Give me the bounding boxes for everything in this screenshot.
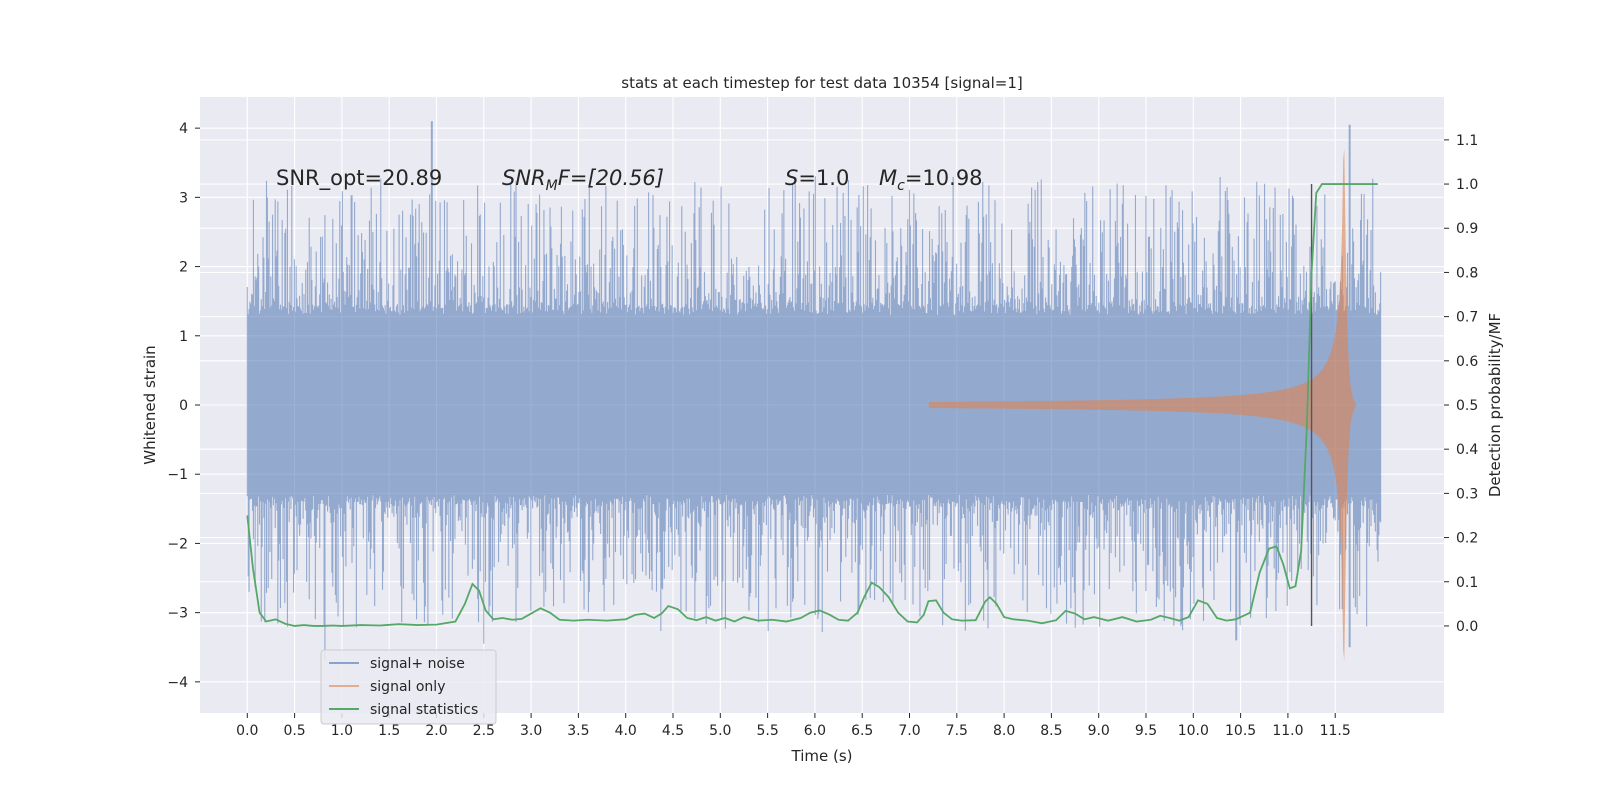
y-tick-label: 4 [179, 121, 188, 137]
y-tick-label: 0 [179, 398, 188, 414]
x-tick-label: 2.0 [425, 723, 447, 739]
y2-tick-label: 0.5 [1456, 398, 1478, 414]
legend: signal+ noise signal only signal statist… [320, 649, 497, 725]
y-tick-label: −1 [167, 467, 188, 483]
annotation-mc-sub: c [897, 178, 905, 194]
y2-tick-label: 0.2 [1456, 531, 1478, 547]
annotation-snr-mf: SNRMF=[20.56] [502, 166, 664, 194]
y2-tick-label: 0.1 [1456, 575, 1478, 591]
annotation-s-var: S [785, 166, 798, 190]
x-tick-label: 1.0 [331, 723, 353, 739]
y2-tick-label: 0.4 [1456, 442, 1478, 458]
x-axis-label: Time (s) [791, 747, 853, 765]
y-tick-label: −4 [167, 675, 188, 691]
legend-label-signal-statistics: signal statistics [370, 702, 478, 718]
x-tick-label: 7.0 [898, 723, 920, 739]
annotation-snr-mf-sub: M [546, 178, 558, 194]
x-tick-label: 1.5 [378, 723, 400, 739]
y-tick-label: 1 [179, 329, 188, 345]
y-axis-label: Whitened strain [141, 345, 159, 464]
x-tick-label: 6.5 [851, 723, 873, 739]
y2-tick-label: 1.0 [1456, 177, 1478, 193]
y2-tick-label: 0.0 [1456, 619, 1478, 635]
y2-tick-label: 0.9 [1456, 221, 1478, 237]
chart-title: stats at each timestep for test data 103… [621, 74, 1022, 92]
annotation-s: S=1.0 [785, 166, 849, 190]
series-layer [246, 121, 1382, 662]
y2-tick-label: 0.3 [1456, 486, 1478, 502]
annotation-mc-var: M [879, 166, 897, 190]
annotation-snr-mf-base: SNR [502, 166, 546, 190]
x-tick-label: 11.0 [1272, 723, 1303, 739]
x-tick-label: 5.5 [756, 723, 778, 739]
x-tick-label: 9.5 [1135, 723, 1157, 739]
series-signal-only [928, 148, 1357, 662]
y-tick-label: 3 [179, 190, 188, 206]
x-tick-label: 11.5 [1320, 723, 1351, 739]
legend-label-signal-noise: signal+ noise [370, 656, 465, 672]
ticks: 0.0 0.5 1.0 1.5 2.0 2.5 3.0 3.5 4.0 4.5 5.0 5.5 6.0 6… [167, 121, 1478, 739]
x-tick-label: 2.5 [473, 723, 495, 739]
y2-tick-label: 0.6 [1456, 354, 1478, 370]
x-tick-label: 6.0 [804, 723, 826, 739]
annotation-mc: Mc=10.98 [879, 166, 983, 194]
x-tick-label: 7.5 [946, 723, 968, 739]
x-tick-label: 3.5 [567, 723, 589, 739]
y2-tick-label: 0.7 [1456, 310, 1478, 326]
x-tick-label: 8.0 [993, 723, 1015, 739]
x-tick-label: 9.0 [1088, 723, 1110, 739]
x-tick-label: 4.0 [615, 723, 637, 739]
y2-axis-label: Detection probability/MF [1486, 313, 1504, 497]
y-tick-label: −2 [167, 536, 188, 552]
annotation-snr-mf-rest: F=[20.56] [558, 166, 664, 190]
annotation-s-val: =1.0 [798, 166, 849, 190]
x-tick-label: 0.0 [236, 723, 258, 739]
x-tick-label: 3.0 [520, 723, 542, 739]
y2-tick-label: 1.1 [1456, 133, 1478, 149]
x-tick-label: 0.5 [283, 723, 305, 739]
y-tick-label: −3 [167, 606, 188, 622]
legend-box [320, 649, 497, 725]
y2-tick-label: 0.8 [1456, 265, 1478, 281]
x-tick-label: 10.0 [1178, 723, 1209, 739]
series-signal-statistics [246, 183, 1378, 627]
x-tick-label: 10.5 [1225, 723, 1256, 739]
annotation-snr-opt: SNR_opt=20.89 [276, 166, 442, 191]
x-tick-label: 8.5 [1040, 723, 1062, 739]
y-tick-label: 2 [179, 260, 188, 276]
annotation-mc-val: =10.98 [905, 166, 983, 190]
legend-label-signal-only: signal only [370, 679, 445, 695]
x-tick-label: 4.5 [662, 723, 684, 739]
x-tick-label: 5.0 [709, 723, 731, 739]
